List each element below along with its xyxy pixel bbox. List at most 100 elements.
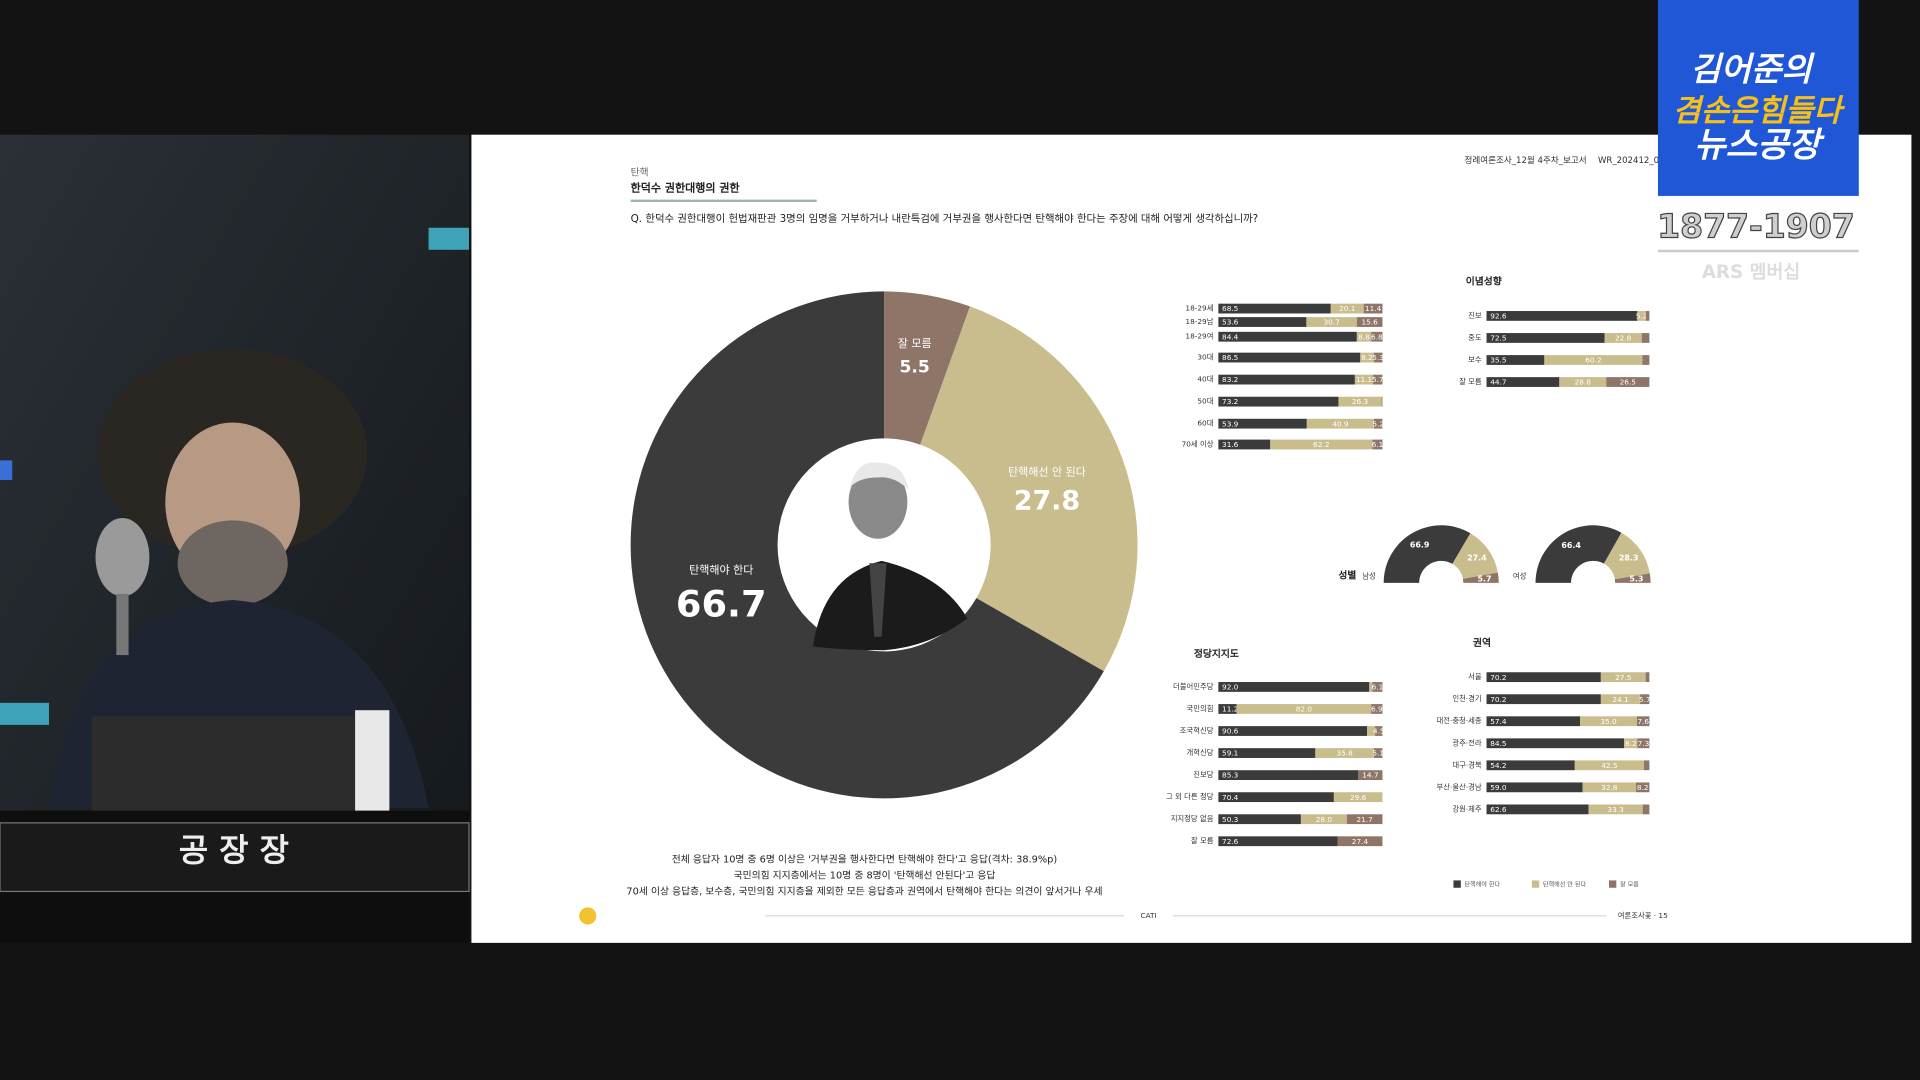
- row-label: 더불어민주당: [1173, 682, 1214, 691]
- semidonut-slice: [1603, 532, 1650, 580]
- bar-label: 30.7: [1323, 318, 1340, 327]
- slice-label: 잘 모름: [898, 337, 932, 350]
- bar-segment: [1600, 672, 1646, 683]
- bar-segment: [1642, 355, 1650, 365]
- footer-center: CATI: [1140, 911, 1156, 920]
- header-right: WR_202412_04: [1598, 156, 1665, 166]
- bar-segment: [1218, 418, 1307, 429]
- bar-label: 11.1: [1356, 375, 1372, 384]
- note: 국민의힘 지지층에서는 10명 중 8명이 '탄핵해선 안된다'고 응답: [734, 869, 996, 882]
- bar-segment: [1218, 748, 1316, 758]
- bar-label: 59.1: [1222, 749, 1238, 758]
- bar-label: 11.4: [1365, 304, 1382, 313]
- bar-label: 7.3: [1638, 739, 1650, 748]
- slice-value: 27.4: [1467, 553, 1487, 562]
- bar-segment: [1486, 804, 1589, 815]
- row-label: 잘 모름: [1191, 836, 1214, 845]
- logo-line: 김어준의: [1690, 50, 1815, 89]
- row-label: 조국혁신당: [1180, 726, 1214, 735]
- bar-label: 68.5: [1222, 304, 1239, 313]
- semidonut-slice: [1462, 572, 1499, 583]
- bar-segment: [1306, 317, 1357, 327]
- row-label: 18-29여: [1185, 332, 1213, 341]
- bar-label: 5.3: [1372, 353, 1384, 362]
- semidonut-slice: [1614, 573, 1651, 583]
- row-label: 진보: [1468, 311, 1482, 320]
- bar-segment: [1637, 738, 1650, 749]
- bar-label: 5.2: [1372, 419, 1384, 428]
- note: 전체 응답자 10명 중 6명 이상은 '거부권을 행사한다면 탄핵해야 한다'…: [672, 853, 1057, 866]
- bar-label: 20.1: [1339, 304, 1355, 313]
- bar-label: 5.7: [1372, 375, 1384, 384]
- bar-segment: [1218, 814, 1301, 825]
- bar-segment: [1544, 355, 1643, 365]
- bar-segment: [1358, 770, 1383, 780]
- bar-segment: [1645, 672, 1650, 683]
- membership: ARS 멤버십: [1702, 262, 1801, 283]
- bar-segment: [1218, 396, 1339, 407]
- bar-segment: [1606, 377, 1650, 387]
- bar-label: 83.2: [1222, 375, 1238, 384]
- row-label: 50대: [1197, 397, 1213, 406]
- panel-title: 정당지지도: [1194, 647, 1239, 660]
- row-label: 중도: [1468, 333, 1482, 342]
- bar-segment: [1486, 782, 1583, 793]
- row-label: 대구·경북: [1452, 760, 1482, 769]
- bar-label: 35.0: [1600, 717, 1617, 726]
- bar-segment: [1637, 716, 1650, 727]
- bar-label: 35.5: [1490, 356, 1507, 365]
- bar-label: 28.0: [1316, 815, 1333, 824]
- legend-label: 탄핵해선 안 된다: [1543, 881, 1587, 889]
- bar-label: 21.7: [1356, 815, 1373, 824]
- slice-value: 27.8: [1014, 486, 1080, 517]
- donut-slice: [884, 291, 970, 445]
- bar-label: 92.0: [1222, 683, 1239, 692]
- bar-label: 29.6: [1350, 793, 1367, 802]
- bar-segment: [1306, 418, 1374, 429]
- bar-label: 40.9: [1332, 419, 1349, 428]
- bar-label: 90.6: [1222, 727, 1239, 736]
- bar-segment: [1218, 704, 1237, 714]
- bar-label: 7.6: [1637, 717, 1649, 726]
- bar-label: 53.9: [1222, 419, 1239, 428]
- show-logo: [1657, 0, 1859, 196]
- bar-segment: [1486, 672, 1601, 683]
- row-label: 국민의힘: [1187, 704, 1214, 713]
- row-label: 18-29남: [1185, 317, 1213, 326]
- center-photo: [778, 439, 990, 651]
- logo-line: 뉴스공장: [1694, 125, 1826, 165]
- footer-right: 여론조사꽃 · 15: [1618, 911, 1668, 920]
- bar-segment: [1642, 804, 1650, 815]
- row-label: 대전·충청·세종: [1437, 716, 1482, 725]
- bar-label: 57.4: [1490, 717, 1507, 726]
- semidonut-slice: [1383, 525, 1471, 583]
- bar-label: 27.4: [1352, 837, 1369, 846]
- bar-segment: [1604, 333, 1642, 343]
- bar-segment: [1644, 760, 1650, 771]
- footer-logo: [579, 907, 597, 925]
- logo-line: 겸손은힘들다: [1673, 94, 1846, 129]
- bar-segment: [1218, 439, 1271, 450]
- bar-label: 5.1: [1372, 749, 1384, 758]
- bar-label: 62.6: [1490, 805, 1507, 814]
- bar-segment: [1372, 682, 1383, 692]
- panel-title: 권역: [1473, 636, 1491, 649]
- bar-label: 92.6: [1490, 312, 1507, 321]
- bar-segment: [1624, 738, 1638, 749]
- phone-number: 1877-1907: [1657, 206, 1855, 245]
- bar-label: 44.7: [1490, 378, 1507, 387]
- slice-value: 28.3: [1619, 553, 1639, 562]
- bar-segment: [1218, 682, 1370, 692]
- bar-label: 22.8: [1615, 334, 1632, 343]
- bar-segment: [1236, 704, 1372, 714]
- bar-segment: [1486, 694, 1601, 705]
- row-label: 부산·울산·경남: [1437, 782, 1482, 791]
- panel-title: 이념성향: [1466, 275, 1502, 288]
- bar-label: 28.8: [1575, 378, 1592, 387]
- bar-label: 5.7: [1639, 695, 1651, 704]
- panel-title: 성별: [1338, 569, 1356, 582]
- bar-segment: [1218, 374, 1355, 385]
- bar-segment: [1373, 418, 1383, 429]
- bar-segment: [1486, 355, 1545, 365]
- row-label: 광주·전라: [1452, 738, 1482, 747]
